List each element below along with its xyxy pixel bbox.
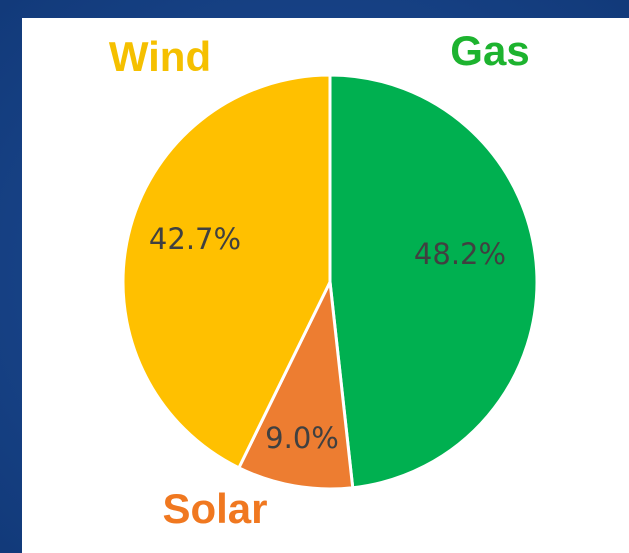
pie: [121, 73, 539, 491]
data-label: 9.0%: [265, 421, 339, 455]
category-label: Wind: [109, 33, 211, 80]
data-label: 42.7%: [149, 222, 241, 256]
category-label: Gas: [450, 27, 529, 74]
data-label: 48.2%: [414, 237, 506, 271]
pie-slice: [121, 73, 332, 470]
category-label: Solar: [162, 485, 267, 532]
pie-slice: [237, 280, 355, 491]
pie-slice: [328, 73, 539, 490]
